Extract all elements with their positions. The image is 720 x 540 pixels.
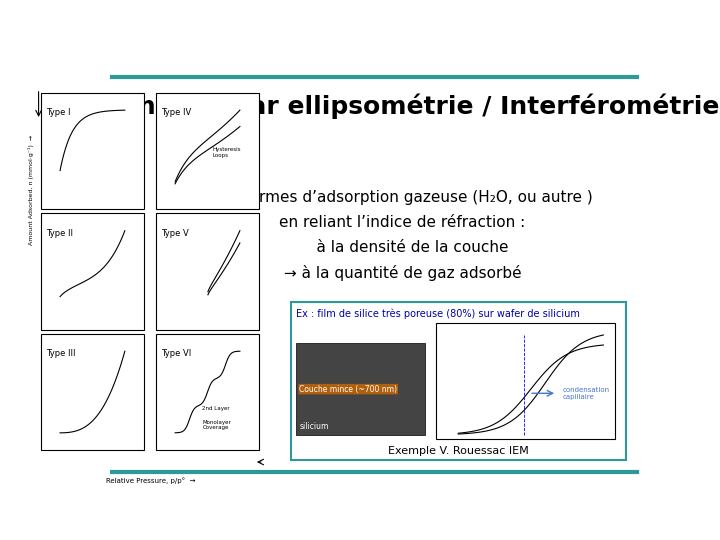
FancyBboxPatch shape [291, 302, 626, 460]
Text: Couche mince (~700 nm): Couche mince (~700 nm) [300, 384, 397, 394]
Bar [297, 343, 425, 435]
Text: silicium: silicium [300, 422, 328, 431]
Text: Type III: Type III [46, 349, 76, 358]
Text: condensation
capillaire: condensation capillaire [562, 387, 610, 400]
Text: Type IV: Type IV [161, 108, 192, 117]
Text: 2nd Layer: 2nd Layer [202, 406, 230, 410]
Text: Monolayer
Coverage: Monolayer Coverage [202, 420, 231, 430]
Text: Hysteresis
Loops: Hysteresis Loops [212, 147, 241, 158]
Text: Ex : film de silice très poreuse (80%) sur wafer de silicium: Ex : film de silice très poreuse (80%) s… [297, 308, 580, 319]
Text: Amount Adsorbed, n (mmol·g⁻¹)  →: Amount Adsorbed, n (mmol·g⁻¹) → [28, 135, 35, 245]
Bar [436, 322, 615, 439]
Text: Isothermes d’adsorption gazeuse (H₂O, ou autre ): Isothermes d’adsorption gazeuse (H₂O, ou… [212, 191, 593, 205]
Bar [156, 213, 259, 330]
Text: à la densité de la couche: à la densité de la couche [297, 240, 508, 255]
Text: Type II: Type II [46, 229, 73, 238]
Bar [41, 334, 144, 450]
Text: Type VI: Type VI [161, 349, 192, 358]
Bar [156, 334, 259, 450]
Text: Exemple V. Rouessac IEM: Exemple V. Rouessac IEM [388, 446, 528, 456]
Bar [41, 93, 144, 210]
Bar [41, 213, 144, 330]
Text: Type I: Type I [46, 108, 71, 117]
Bar [156, 93, 259, 210]
Text: → à la quantité de gaz adsorbé: → à la quantité de gaz adsorbé [284, 265, 521, 281]
Text: Relative Pressure, p/p°  →: Relative Pressure, p/p° → [107, 477, 196, 484]
Text: Porosimétrie par ellipsométrie / Interférométrie: Porosimétrie par ellipsométrie / Interfé… [41, 93, 719, 119]
Text: Type V: Type V [161, 229, 189, 238]
Text: en reliant l’indice de réfraction :: en reliant l’indice de réfraction : [279, 215, 526, 230]
